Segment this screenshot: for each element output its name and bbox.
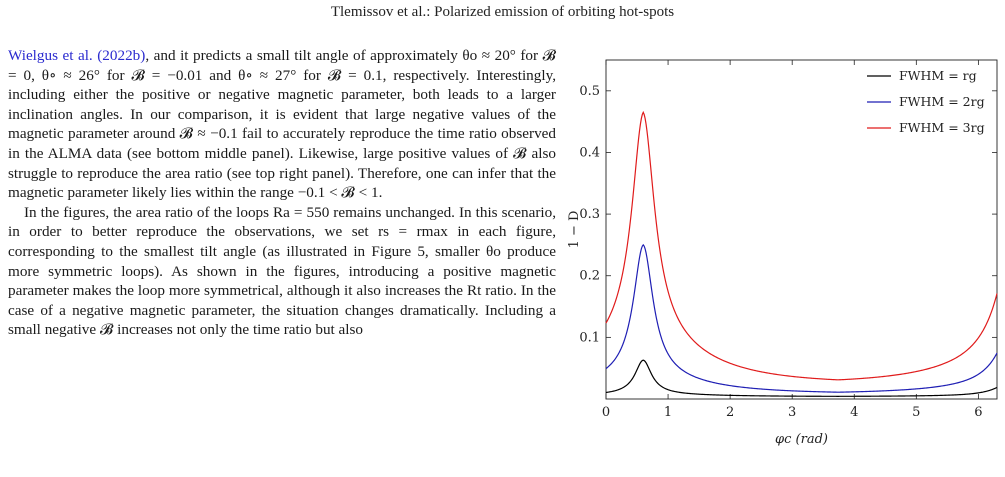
legend-entry-1: FWHM = rg	[899, 68, 977, 83]
y-tick-label: 0.5	[579, 84, 600, 99]
x-tick-label: 5	[912, 405, 920, 420]
y-tick-label: 0.2	[579, 269, 600, 284]
legend-entry-2: FWHM = 2rg	[899, 94, 985, 109]
citation-link[interactable]: Wielgus et al. (2022b)	[8, 47, 146, 64]
body-text-column: Wielgus et al. (2022b), and it predicts …	[8, 46, 556, 340]
x-tick-label: 1	[664, 405, 672, 420]
x-tick-label: 0	[602, 405, 610, 420]
paragraph-1-body: , and it predicts a small tilt angle of …	[8, 47, 556, 202]
x-tick-label: 3	[788, 405, 796, 420]
line-chart: 0 1 2 3 4 5 6 0.1 0.2 0.3 0.4 0.5 φc (rad) 1 − D FWHM…	[567, 59, 998, 447]
x-axis-label: φc (rad)	[775, 432, 828, 447]
series-line-1	[605, 359, 998, 397]
paragraph-2: In the figures, the area ratio of the lo…	[8, 203, 556, 339]
paragraph-1: Wielgus et al. (2022b), and it predicts …	[8, 46, 556, 203]
legend-entry-3: FWHM = 3rg	[899, 120, 985, 135]
y-tick-label: 0.1	[579, 330, 600, 345]
x-tick-label: 2	[726, 405, 734, 420]
series-line-2	[605, 243, 998, 393]
running-title: Tlemissov et al.: Polarized emission of …	[330, 4, 675, 20]
y-axis-label: 1 − D	[567, 211, 582, 249]
series-line-3	[605, 110, 998, 381]
figure-plot: 0 1 2 3 4 5 6 0.1 0.2 0.3 0.4 0.5 φc (rad) 1 − D FWHM…	[566, 40, 1005, 477]
y-tick-label: 0.4	[579, 145, 600, 160]
plot-frame	[605, 59, 998, 400]
x-tick-label: 6	[974, 405, 982, 420]
x-tick-label: 4	[850, 405, 858, 420]
y-tick-label: 0.3	[579, 207, 600, 222]
